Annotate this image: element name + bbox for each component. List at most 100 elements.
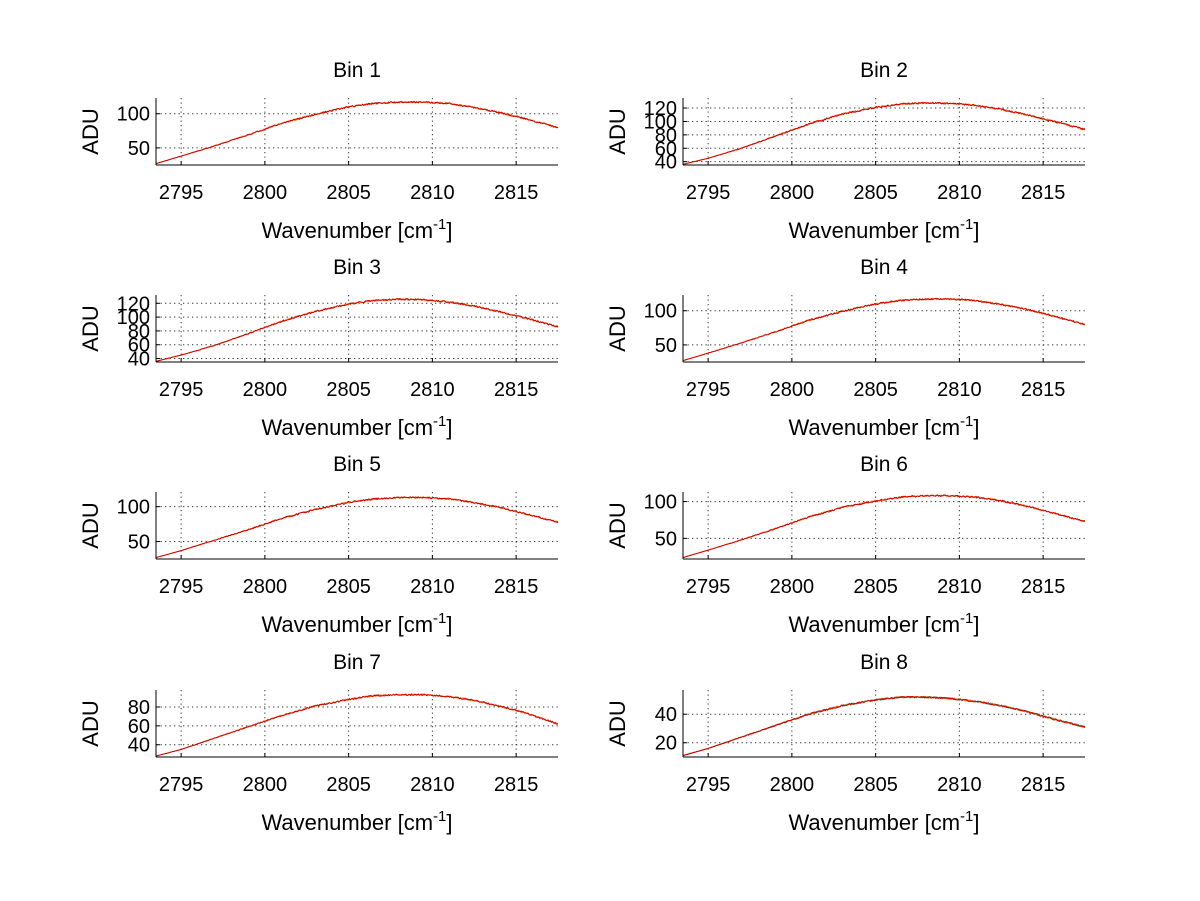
series-line-s2 — [682, 297, 1086, 362]
x-axis-label-main: Wavenumber [cm — [788, 218, 960, 243]
x-axis-label-main: Wavenumber [cm — [788, 810, 960, 835]
y-tick-label: 100 — [117, 307, 150, 329]
series-line-s1 — [155, 100, 559, 165]
series-line-s1 — [682, 695, 1086, 757]
series-line-s2 — [682, 101, 1086, 165]
series-line-s1 — [682, 101, 1086, 165]
x-tick-label: 2795 — [686, 774, 731, 796]
x-axis-label: Wavenumber [cm-1] — [261, 216, 452, 243]
x-tick-label: 2805 — [853, 774, 898, 796]
x-axis-label-superscript: -1 — [433, 413, 446, 430]
x-tick-label: 2805 — [326, 576, 371, 598]
x-tick-label: 2805 — [853, 576, 898, 598]
x-axis-label-superscript: -1 — [960, 808, 973, 825]
x-axis-label-main: Wavenumber [cm — [261, 415, 433, 440]
x-axis-label-superscript: -1 — [960, 610, 973, 627]
y-tick-label: 80 — [655, 125, 677, 147]
y-axis-label: ADU — [605, 502, 630, 548]
x-axis-label-end: ] — [973, 810, 979, 835]
x-tick-label: 2800 — [243, 182, 288, 204]
y-axis-label: ADU — [605, 108, 630, 154]
series-line-s4 — [682, 695, 1086, 757]
x-tick-label: 2795 — [686, 576, 731, 598]
series-line-s2 — [682, 695, 1086, 757]
x-tick-label: 2815 — [494, 774, 539, 796]
y-tick-label: 80 — [128, 321, 150, 343]
x-tick-label: 2795 — [159, 774, 204, 796]
y-tick-label: 60 — [128, 335, 150, 357]
series-line-s2 — [155, 297, 559, 362]
x-axis-label-end: ] — [973, 415, 979, 440]
x-axis-label-end: ] — [973, 612, 979, 637]
series-line-s1 — [682, 297, 1086, 362]
y-tick-label: 20 — [655, 733, 677, 755]
x-axis-label-end: ] — [446, 415, 452, 440]
x-axis-label-superscript: -1 — [433, 808, 446, 825]
y-tick-label: 100 — [644, 301, 677, 323]
x-tick-label: 2805 — [853, 379, 898, 401]
x-tick-label: 2795 — [159, 379, 204, 401]
series-line-s2 — [682, 494, 1086, 559]
x-tick-label: 2815 — [1021, 379, 1066, 401]
x-axis-label: Wavenumber [cm-1] — [261, 610, 452, 637]
y-tick-label: 60 — [655, 138, 677, 160]
x-tick-label: 2805 — [853, 182, 898, 204]
x-tick-label: 2795 — [159, 182, 204, 204]
y-tick-label: 80 — [128, 697, 150, 719]
x-axis-label-main: Wavenumber [cm — [788, 612, 960, 637]
x-axis-label-main: Wavenumber [cm — [788, 415, 960, 440]
x-tick-label: 2815 — [494, 576, 539, 598]
y-axis-label: ADU — [78, 502, 103, 548]
x-tick-label: 2805 — [326, 182, 371, 204]
series-line-s2 — [155, 693, 559, 757]
y-axis-label: ADU — [605, 700, 630, 746]
subplot-bin-1: Bin 1 2795 2800 2805 2810 2815 50 100 Wavenumber… — [78, 59, 559, 243]
x-tick-label: 2810 — [410, 576, 455, 598]
x-axis-label: Wavenumber [cm-1] — [788, 413, 979, 440]
x-axis-label: Wavenumber [cm-1] — [788, 808, 979, 835]
y-tick-label: 40 — [655, 152, 677, 174]
y-tick-label: 40 — [655, 704, 677, 726]
y-axis-label: ADU — [78, 700, 103, 746]
y-tick-label: 40 — [128, 349, 150, 371]
y-tick-label: 100 — [117, 104, 150, 126]
x-axis-label-main: Wavenumber [cm — [261, 810, 433, 835]
subplot-title: Bin 7 — [333, 651, 381, 674]
x-tick-label: 2800 — [770, 379, 815, 401]
x-tick-label: 2815 — [1021, 576, 1066, 598]
x-axis-label-main: Wavenumber [cm — [261, 218, 433, 243]
x-tick-label: 2810 — [937, 182, 982, 204]
y-tick-label: 120 — [117, 293, 150, 315]
x-axis-label-end: ] — [973, 218, 979, 243]
x-tick-label: 2815 — [494, 182, 539, 204]
subplot-title: Bin 3 — [333, 256, 381, 279]
x-axis-label-end: ] — [446, 612, 452, 637]
subplot-title: Bin 5 — [333, 453, 381, 476]
x-tick-label: 2800 — [243, 576, 288, 598]
y-tick-label: 100 — [117, 497, 150, 519]
y-tick-label: 50 — [128, 532, 150, 554]
subplot-title: Bin 4 — [860, 256, 908, 279]
y-tick-label: 50 — [655, 528, 677, 550]
y-tick-label: 50 — [655, 335, 677, 357]
subplot-bin-5: Bin 5 2795 2800 2805 2810 2815 50 100 Wavenumber… — [78, 453, 559, 637]
series-line-s1 — [155, 496, 559, 559]
y-tick-label: 100 — [644, 111, 677, 133]
x-tick-label: 2815 — [1021, 182, 1066, 204]
x-tick-label: 2795 — [159, 576, 204, 598]
x-tick-label: 2810 — [410, 182, 455, 204]
x-tick-label: 2815 — [1021, 774, 1066, 796]
series-line-s1 — [155, 693, 559, 757]
y-axis-label: ADU — [605, 305, 630, 351]
y-tick-label: 120 — [644, 98, 677, 120]
subplot-title: Bin 6 — [860, 453, 908, 476]
x-tick-label: 2810 — [410, 774, 455, 796]
subplot-title: Bin 2 — [860, 59, 908, 82]
y-axis-label: ADU — [78, 305, 103, 351]
x-tick-label: 2800 — [770, 774, 815, 796]
x-tick-label: 2815 — [494, 379, 539, 401]
